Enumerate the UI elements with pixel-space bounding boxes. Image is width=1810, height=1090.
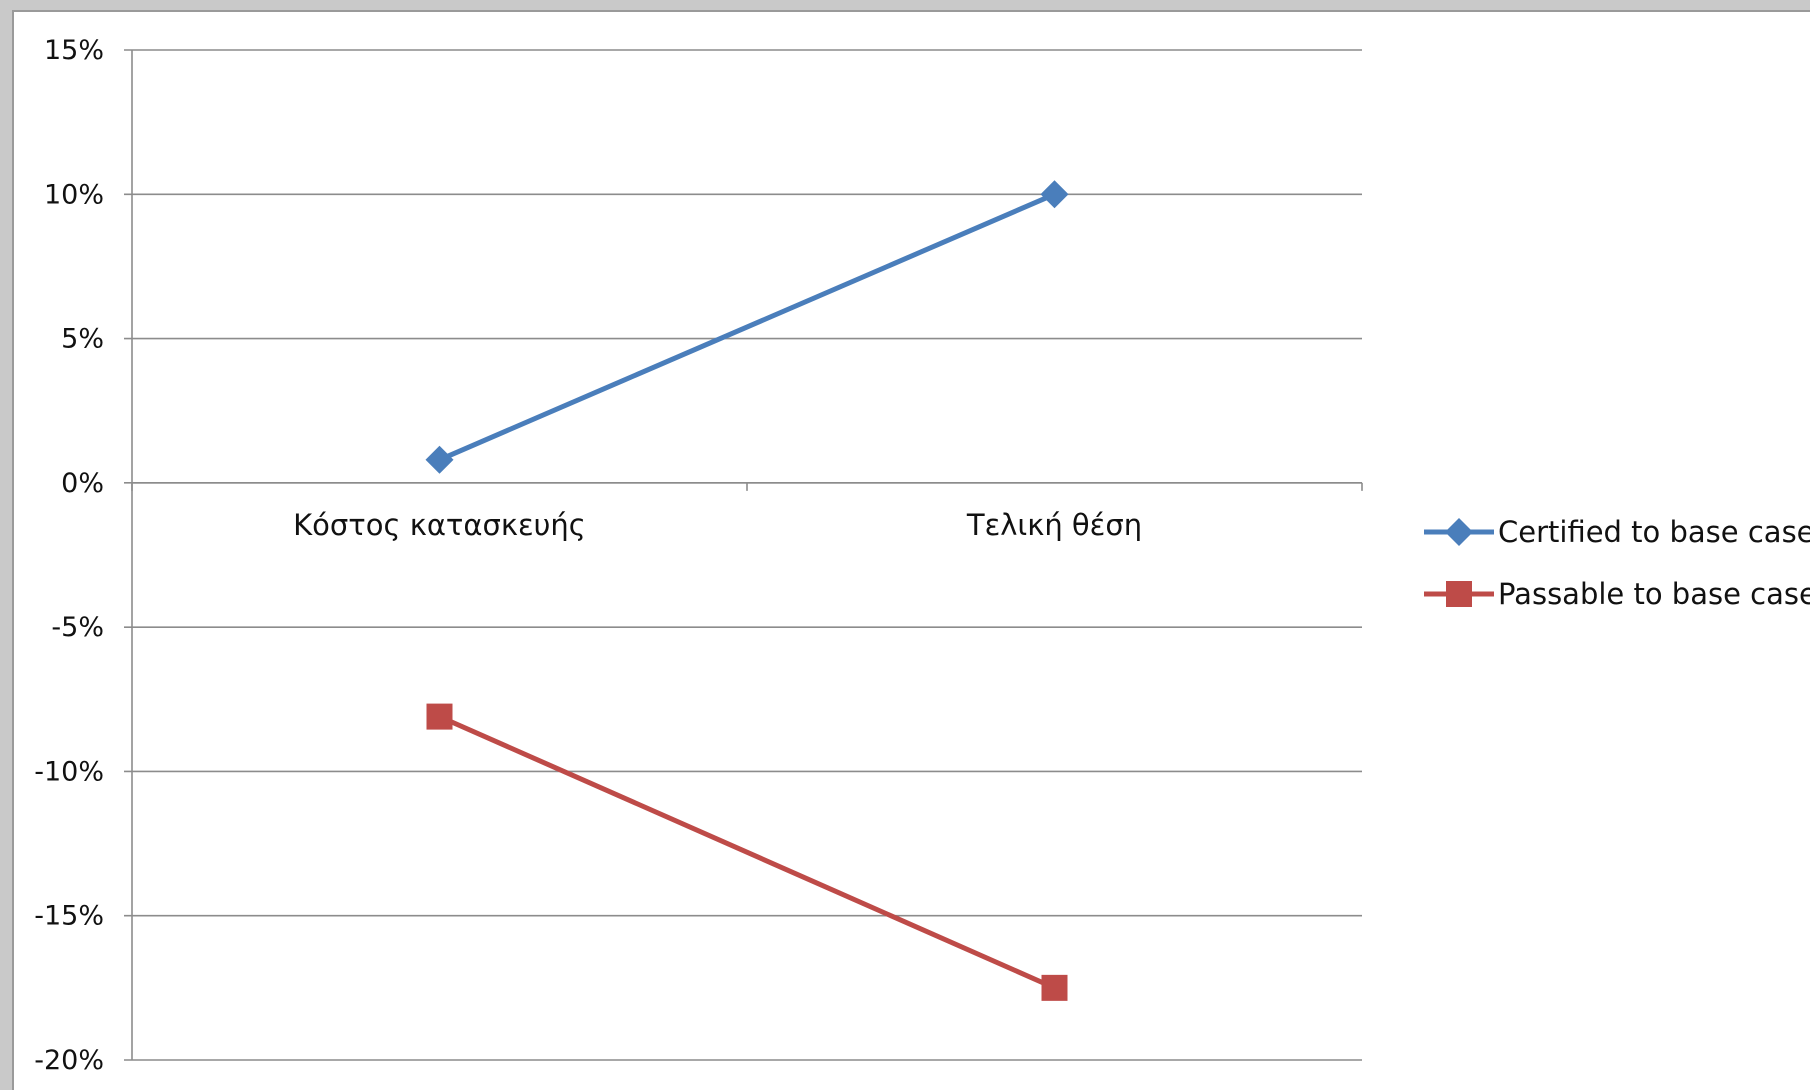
y-axis-tick-labels: 15% 10% 5% 0% -5% -10% -15% -20% — [34, 35, 104, 1076]
legend-label: Passable to base case — [1498, 577, 1810, 611]
y-tick-label: -20% — [34, 1045, 104, 1076]
axes — [131, 50, 1363, 1060]
y-tick-label: -5% — [51, 612, 104, 643]
y-tick-label: -10% — [34, 756, 104, 787]
series-2-marker — [1041, 974, 1068, 1001]
x-axis-category-labels: Κόστος κατασκευής Τελική θέση — [293, 508, 1142, 542]
series-1-marker — [1040, 180, 1069, 209]
legend: Certified to base case Passable to base c… — [1424, 515, 1810, 611]
chart-frame: 15% 10% 5% 0% -5% -10% -15% -20% Κόστος κατασκε… — [12, 10, 1810, 1090]
y-tick-label: 0% — [61, 468, 104, 499]
x-category-label: Κόστος κατασκευής — [293, 508, 586, 542]
series-1-marker — [425, 445, 454, 474]
legend-label: Certified to base case — [1498, 515, 1810, 549]
series-line-1 — [438, 191, 1056, 463]
y-tick-label: -15% — [34, 901, 104, 932]
series-2-marker — [426, 703, 453, 730]
series — [425, 180, 1069, 1001]
y-tick-label: 10% — [44, 179, 104, 210]
series-line-2 — [438, 714, 1056, 991]
legend-swatch-marker — [1445, 518, 1473, 546]
line-chart: 15% 10% 5% 0% -5% -10% -15% -20% Κόστος κατασκε… — [34, 35, 1810, 1076]
x-category-label: Τελική θέση — [966, 508, 1142, 542]
y-tick-label: 5% — [61, 324, 104, 355]
gridlines — [124, 49, 1362, 1061]
legend-swatch-marker — [1446, 581, 1472, 607]
y-tick-label: 15% — [44, 35, 104, 66]
